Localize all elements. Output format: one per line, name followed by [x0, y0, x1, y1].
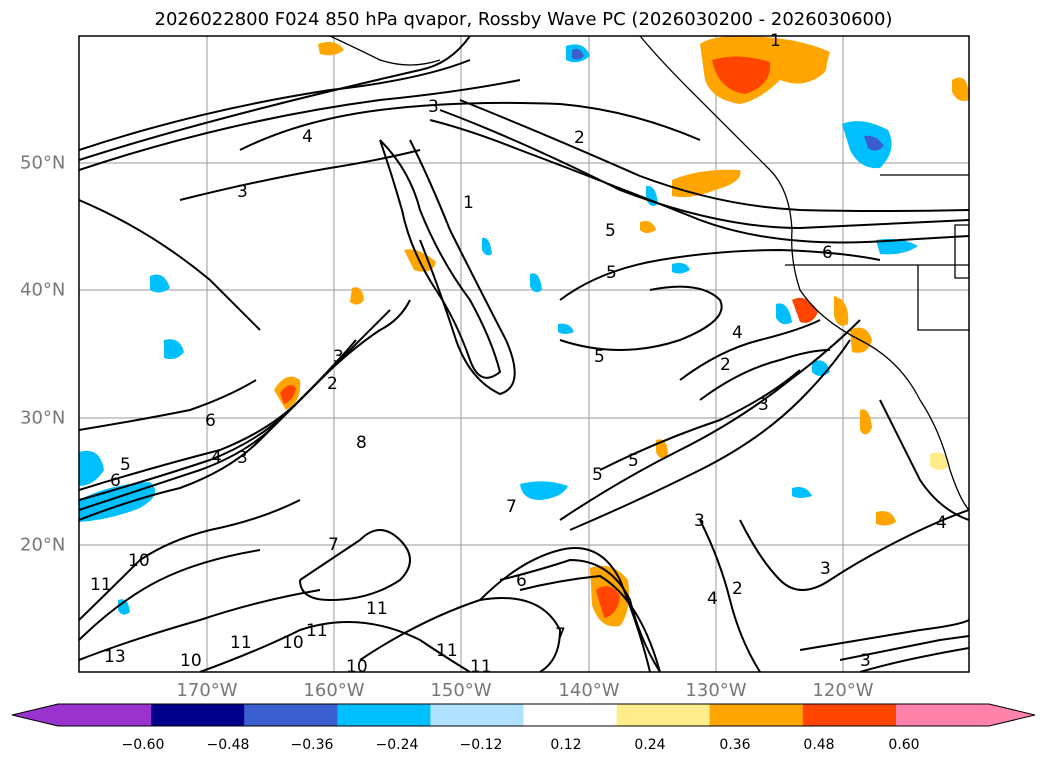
contour-label: 4 [211, 448, 222, 468]
lon-label-150w: 150°W [430, 680, 492, 701]
positive-anomaly-shading [274, 36, 969, 627]
negative-anomaly-shading [79, 44, 918, 615]
colorbar-tick: −0.12 [459, 737, 503, 753]
contour-label: 4 [302, 127, 313, 147]
contour-label: 3 [237, 182, 248, 202]
contour-label: 11 [366, 599, 388, 619]
colorbar-tick: 0.48 [803, 737, 835, 753]
contour-label: 3 [758, 395, 769, 415]
lon-label-160w: 160°W [303, 680, 365, 701]
contour-label: 1 [463, 193, 474, 213]
contour-lines [79, 36, 969, 672]
contour-label: 11 [90, 575, 112, 595]
contour-label: 10 [282, 633, 304, 653]
contour-label: 2 [720, 355, 731, 375]
contour-label: 5 [594, 347, 605, 367]
gridlines [79, 36, 969, 672]
lon-label-120w: 120°W [812, 680, 874, 701]
contour-label: 10 [346, 657, 368, 677]
contour-label: 5 [628, 451, 639, 471]
colorbar-tick: −0.36 [290, 737, 334, 753]
contour-label: 11 [470, 657, 492, 677]
contour-label: 5 [605, 221, 616, 241]
contour-label: 10 [180, 651, 202, 671]
colorbar-tick: 0.24 [634, 737, 666, 753]
coastlines [329, 36, 969, 511]
contour-label: 3 [333, 347, 344, 367]
map-frame [78, 35, 970, 673]
colorbar-tick: 0.12 [550, 737, 582, 753]
contour-label: 3 [237, 448, 248, 468]
contour-label: 6 [205, 411, 216, 431]
contour-label: 3 [820, 559, 831, 579]
contour-label: 2 [327, 374, 338, 394]
contour-label: 10 [128, 551, 150, 571]
contour-label: 5 [606, 263, 617, 283]
lon-label-140w: 140°W [558, 680, 620, 701]
contour-label: 6 [822, 243, 833, 263]
colorbar-tick: 0.36 [719, 737, 751, 753]
contour-label: 4 [707, 589, 718, 609]
contour-label: 11 [306, 621, 328, 641]
contour-label: 11 [436, 641, 458, 661]
contour-label: 7 [555, 625, 566, 645]
lat-label-20n: 20°N [20, 534, 66, 556]
contour-label: 8 [356, 433, 367, 453]
lon-label-130w: 130°W [685, 680, 747, 701]
colorbar-tick: −0.60 [121, 737, 165, 753]
contour-label: 3 [860, 651, 871, 671]
contour-label: 2 [574, 128, 585, 148]
lat-label-50n: 50°N [20, 152, 66, 174]
colorbar-tick: −0.24 [375, 737, 419, 753]
plot-title: 2026022800 F024 850 hPa qvapor, Rossby W… [154, 9, 893, 30]
contour-label: 2 [732, 579, 743, 599]
lat-label-40n: 40°N [20, 279, 66, 301]
colorbar-tick: −0.48 [206, 737, 250, 753]
contour-label: 6 [516, 571, 527, 591]
contour-label: 6 [110, 471, 121, 491]
lat-label-30n: 30°N [20, 407, 66, 429]
contour-label: 7 [328, 535, 339, 555]
colorbar-tick: 0.60 [888, 737, 920, 753]
contour-label: 4 [936, 513, 947, 533]
contour-label: 4 [732, 323, 743, 343]
contour-label: 3 [694, 511, 705, 531]
contour-label: 1 [770, 31, 781, 51]
contour-label-group: 1 2 3 4 5 6 7 8 10 11 13 1 3 5 6 6 4 3 2… [90, 31, 947, 677]
contour-label: 5 [120, 455, 131, 475]
contour-label: 7 [506, 497, 517, 517]
contour-label: 5 [592, 465, 603, 485]
contour-label: 3 [428, 97, 439, 117]
contour-label: 13 [104, 647, 126, 667]
lon-label-170w: 170°W [176, 680, 238, 701]
contour-label: 11 [230, 633, 252, 653]
